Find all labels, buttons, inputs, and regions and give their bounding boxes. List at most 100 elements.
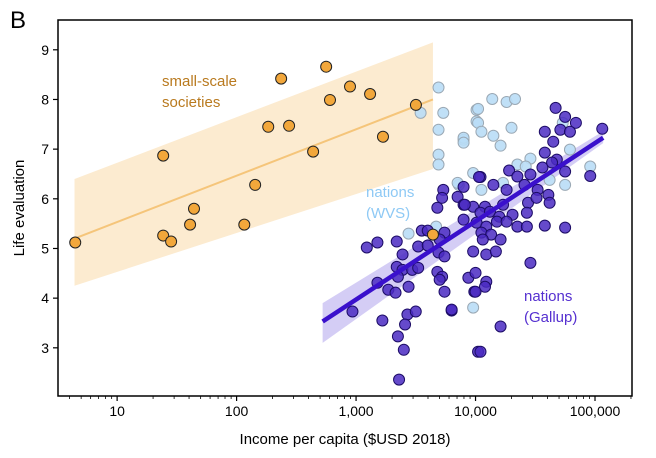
y-axis-label: Life evaluation	[11, 160, 28, 257]
y-tick-label: 8	[41, 91, 49, 107]
series-label-line: small-scale	[162, 73, 237, 90]
wvs-point	[563, 143, 576, 156]
gallup-point	[520, 220, 533, 233]
series-label-line: nations	[366, 184, 414, 201]
x-tick-label: 10	[109, 403, 125, 419]
series-label-line: societies	[162, 94, 220, 111]
small-scale-point	[238, 218, 251, 231]
gallup-point	[538, 125, 551, 138]
gallup-point	[543, 196, 556, 209]
small-scale-point	[320, 60, 333, 73]
gallup-point	[563, 125, 576, 138]
small-scale-point	[307, 145, 320, 158]
gallup-point	[478, 280, 491, 293]
small-scale-point	[157, 149, 170, 162]
gallup-point	[438, 250, 451, 263]
x-tick-label: 1,000	[339, 403, 374, 419]
gallup-point	[559, 221, 572, 234]
wvs-point	[559, 178, 572, 191]
gallup-point	[451, 190, 464, 203]
gallup-point	[569, 116, 582, 129]
gallup-point	[458, 198, 471, 211]
wvs-point	[475, 183, 488, 196]
plot-frame	[57, 19, 633, 397]
gallup-point	[431, 201, 444, 214]
gallup-point	[402, 280, 415, 293]
gallup-point	[457, 213, 470, 226]
gallup-point	[546, 156, 559, 169]
gallup-point	[469, 285, 482, 298]
small-scale-point	[409, 98, 422, 111]
y-tick-label: 3	[41, 340, 49, 356]
gallup-point	[389, 286, 402, 299]
small-scale-point	[344, 80, 357, 93]
small-scale-point	[323, 93, 336, 106]
series-label-line: (Gallup)	[524, 309, 577, 326]
wvs-point	[432, 158, 445, 171]
gallup-point	[596, 122, 609, 135]
small-scale-point	[262, 120, 275, 133]
small-scale-confidence-band	[74, 42, 433, 286]
series-label-line: (WVS)	[366, 205, 410, 222]
small-scale-point	[184, 218, 197, 231]
gallup-point	[391, 330, 404, 343]
wvs-point	[402, 227, 415, 240]
gallup-point	[584, 169, 597, 182]
gallup-point	[494, 233, 507, 246]
gallup-point	[474, 345, 487, 358]
wvs-point	[457, 136, 470, 149]
small-scale-point	[426, 228, 439, 241]
small-scale-point	[364, 88, 377, 101]
gallup-point	[554, 123, 567, 136]
gallup-point	[559, 165, 572, 178]
gallup-point	[511, 170, 524, 183]
wvs-point	[486, 92, 499, 105]
y-tick-label: 5	[41, 240, 49, 256]
small-scale-point	[187, 202, 200, 215]
x-tick-label: 100	[225, 403, 249, 419]
gallup-point	[489, 245, 502, 258]
small-scale-point	[165, 235, 178, 248]
wvs-point	[475, 125, 488, 138]
small-scale-label: small-scale societies	[162, 73, 237, 111]
wvs-point	[437, 106, 450, 119]
gallup-point	[438, 285, 451, 298]
gallup-point	[487, 178, 500, 191]
wvs-point	[494, 139, 507, 152]
wvs-point	[505, 121, 518, 134]
gallup-point	[433, 273, 446, 286]
gallup-point	[445, 303, 458, 316]
y-tick-label: 7	[41, 141, 49, 157]
gallup-point	[530, 191, 543, 204]
wvs-point	[432, 148, 445, 161]
gallup-point	[390, 235, 403, 248]
gallup-point	[393, 373, 406, 386]
series-label-line: nations	[524, 288, 572, 305]
small-scale-point	[275, 72, 288, 85]
gallup-fit-line	[321, 135, 605, 324]
wvs-point	[472, 102, 485, 115]
small-scale-point	[69, 236, 82, 249]
gallup-point	[457, 180, 470, 193]
gallup-point	[503, 164, 516, 177]
y-tick-label: 4	[41, 290, 49, 306]
gallup-point	[397, 343, 410, 356]
gallup-point	[538, 146, 551, 159]
small-scale-fit-line	[74, 98, 434, 240]
gallup-point	[412, 261, 425, 274]
x-tick-label: 100,000	[570, 403, 621, 419]
gallup-point	[520, 206, 533, 219]
gallup-point	[524, 168, 537, 181]
wvs-point	[467, 301, 480, 314]
panel-label: B	[10, 7, 26, 34]
wvs-point	[432, 81, 445, 94]
gallup-point	[409, 305, 422, 318]
gallup-point	[467, 245, 480, 258]
wvs-point	[432, 123, 445, 136]
gallup-point	[549, 101, 562, 114]
gallup-point	[469, 266, 482, 279]
y-tick-label: 6	[41, 191, 49, 207]
gallup-point	[547, 135, 560, 148]
wvs-label: nations (WVS)	[366, 184, 414, 222]
